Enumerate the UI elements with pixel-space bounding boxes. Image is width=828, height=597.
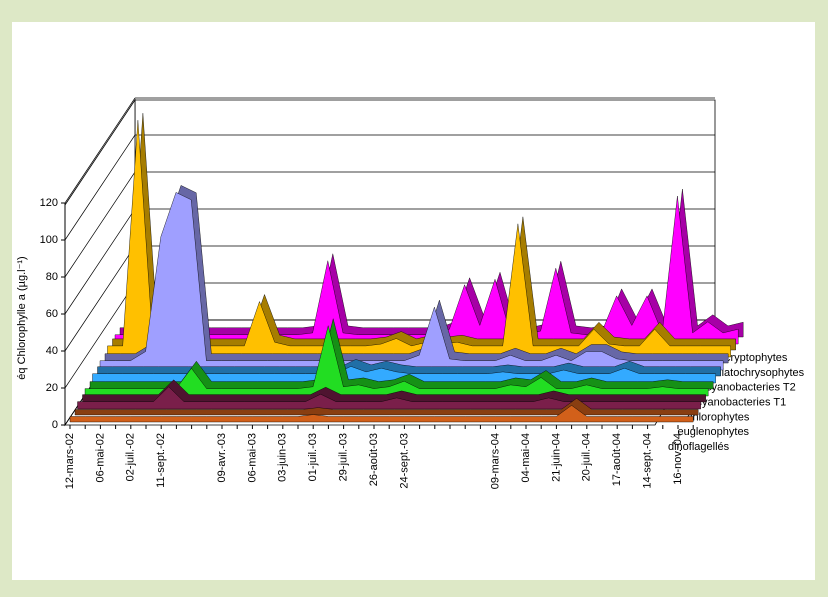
x-tick-label: 04-mai-04 [520,433,532,483]
x-tick-label: 02-juil.-02 [125,433,137,481]
area [69,405,694,423]
x-tick-label: 06-mai-02 [94,433,106,483]
area [99,192,724,371]
x-tick-label: 03-juin-03 [277,433,289,482]
area-depth [74,398,699,416]
x-tick-label: 29-juil.-03 [338,433,350,481]
x-tick-label: 14-sept.-04 [642,433,654,489]
grid-line [64,282,136,389]
x-tick-label: 16-nov.-04 [672,433,684,485]
series-label: chlorophytes [687,411,750,423]
x-tick-label: 11-sept.-02 [155,433,167,488]
series-label: dinoflagellés [668,441,730,453]
back-wall [134,99,716,321]
grid-line [64,208,136,315]
grid-line [64,97,136,204]
grid-line [64,171,136,278]
grid-line [64,245,136,352]
y-tick-label: 20 [46,382,58,394]
y-tick-label: 0 [52,419,58,431]
series-label: cryptophytes [725,352,788,364]
x-tick-label: 24-sept.-03 [398,433,410,489]
series-label: cyanobacteries T2 [706,382,796,394]
x-tick-label: 21-juin-04 [550,433,562,482]
x-tick-label: 17-août-04 [611,433,623,486]
y-axis-title: éq Chlorophylle a (µg.l⁻¹) [16,256,28,379]
area [77,386,701,410]
y-tick-label: 100 [40,234,58,246]
series-label: euglenophytes [678,426,750,438]
x-tick-label: 09-mars-04 [490,433,502,489]
grid-line [64,134,136,241]
x-tick-label: 06-mai-03 [246,433,258,483]
area [84,325,709,397]
series-label: cyanobacteries T1 [697,397,787,409]
x-tick-label: 26-août-03 [368,433,380,486]
x-tick-label: 12-mars-02 [64,433,76,489]
x-tick-label: 01-juil.-03 [307,433,319,481]
x-tick-label: 09-avr.-03 [216,433,228,483]
y-tick-label: 60 [46,308,58,320]
y-tick-label: 40 [46,345,58,357]
area-depth [82,379,706,403]
y-tick-label: 120 [40,197,58,209]
y-tick-label: 80 [46,271,58,283]
series-label: diatochrysophytes [716,367,805,379]
x-tick-label: 20-juil.-04 [581,433,593,481]
